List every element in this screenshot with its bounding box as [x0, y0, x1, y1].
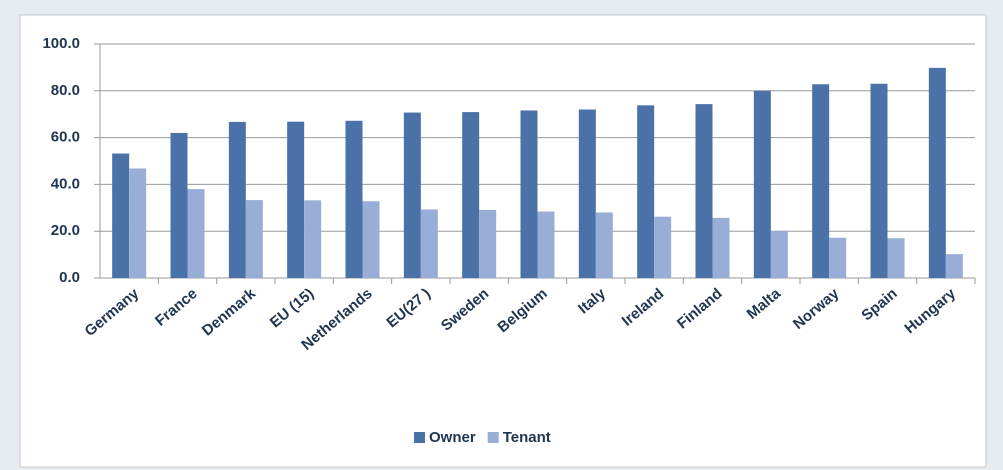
bar — [245, 200, 263, 278]
bar — [945, 254, 963, 278]
bar — [654, 216, 672, 278]
legend-swatch — [414, 432, 425, 443]
bar — [129, 168, 147, 278]
bar — [520, 110, 538, 279]
bar — [304, 200, 322, 278]
bar — [770, 231, 788, 278]
bar — [695, 104, 713, 278]
bar — [595, 212, 613, 278]
bar — [812, 84, 830, 278]
legend-label: Tenant — [503, 429, 551, 446]
bar — [479, 209, 497, 278]
legend-swatch — [487, 432, 499, 443]
bar — [420, 209, 438, 278]
bar — [403, 112, 421, 278]
bar — [170, 132, 188, 278]
bar — [829, 237, 847, 278]
y-tick-label: 80.0 — [51, 82, 80, 99]
bar — [228, 121, 246, 278]
bar — [187, 189, 205, 278]
bar — [578, 109, 596, 279]
bar — [462, 112, 480, 279]
bar — [928, 67, 946, 278]
bar — [712, 217, 730, 278]
bar — [287, 121, 305, 278]
y-tick-label: 60.0 — [51, 129, 80, 146]
y-tick-label: 0.0 — [59, 269, 80, 286]
y-tick-label: 40.0 — [51, 175, 80, 192]
y-tick-label: 20.0 — [51, 222, 80, 239]
bar — [870, 83, 888, 278]
bar — [362, 201, 380, 278]
y-tick-label: 100.0 — [42, 35, 80, 52]
bar — [887, 238, 905, 278]
bar — [112, 153, 130, 278]
bar — [537, 211, 555, 278]
bar — [345, 120, 363, 278]
legend-label: Owner — [429, 429, 476, 446]
bar — [637, 105, 655, 278]
bar — [753, 90, 771, 278]
